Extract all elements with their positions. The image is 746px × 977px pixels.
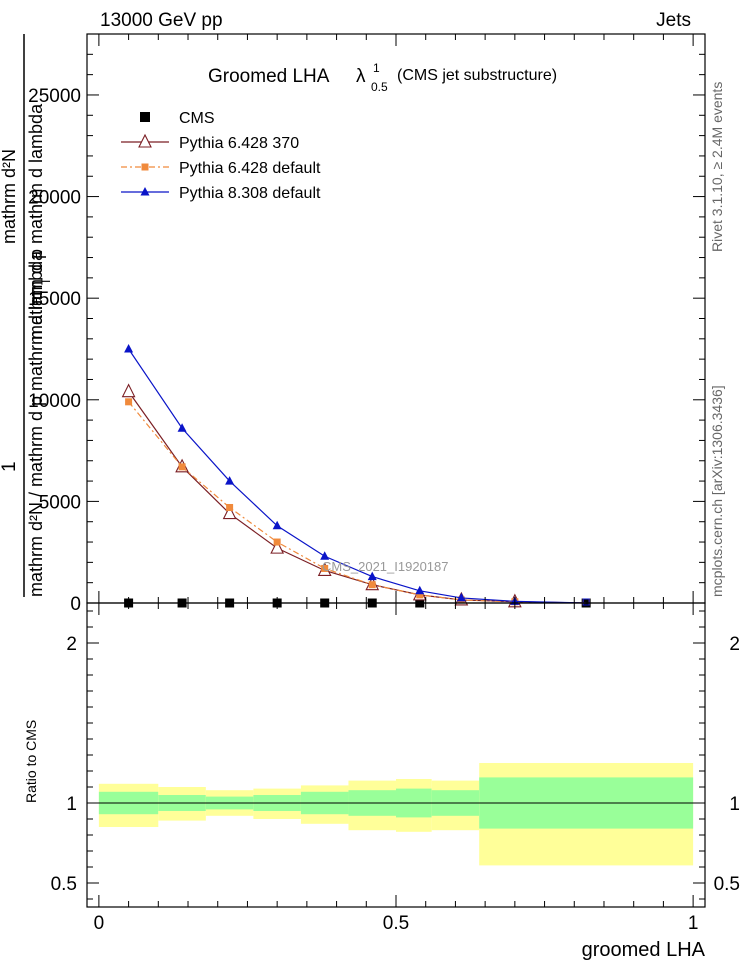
legend-label: Pythia 6.428 370 bbox=[179, 135, 299, 152]
series-3 bbox=[124, 343, 587, 605]
y-tick-label: 10000 bbox=[28, 391, 81, 412]
data-point bbox=[416, 591, 424, 599]
legend-item-3: Pythia 8.308 default bbox=[121, 185, 321, 202]
header-left: 13000 GeV pp bbox=[100, 10, 223, 31]
legend: CMS Pythia 6.428 370 Pythia 6.428 default P… bbox=[121, 110, 321, 202]
ratio-tick-label-right: 0.5 bbox=[714, 874, 740, 895]
legend-label: Pythia 8.308 default bbox=[179, 185, 321, 202]
y-tick-label: 5000 bbox=[39, 492, 81, 513]
main-ylabel: 1 mathrm d²N / mathrm d p mathrm d lambd… bbox=[0, 34, 53, 597]
data-point bbox=[226, 503, 234, 511]
main-axes: 0 5000 10000 15000 20000 25000 bbox=[28, 33, 706, 615]
mcplots-label: mcplots.cern.ch [arXiv:1306.3436] bbox=[709, 385, 725, 597]
ratio-tick-label: 0.5 bbox=[51, 874, 77, 895]
legend-label: CMS bbox=[179, 110, 215, 127]
data-point bbox=[124, 343, 134, 353]
data-point bbox=[222, 505, 237, 520]
title-main: Groomed LHA bbox=[208, 66, 330, 87]
data-point bbox=[225, 476, 235, 485]
y-tick-label: 25000 bbox=[28, 86, 81, 107]
legend-marker bbox=[140, 112, 150, 122]
x-tick-label: 0.5 bbox=[383, 913, 409, 934]
legend-label: Pythia 6.428 default bbox=[179, 160, 321, 177]
main-ylabel-numerator: mathrm d²N bbox=[0, 149, 19, 244]
plot-title: Groomed LHA λ 1 0.5 (CMS jet substructur… bbox=[208, 61, 557, 94]
data-point bbox=[456, 592, 466, 602]
data-point bbox=[320, 551, 330, 560]
data-point bbox=[177, 423, 187, 432]
series-line-2 bbox=[128, 401, 587, 604]
legend-marker bbox=[138, 133, 152, 148]
legend-item-2: Pythia 6.428 default bbox=[121, 160, 321, 177]
legend-marker bbox=[141, 163, 149, 171]
analysis-watermark: CMS_2021_I1920187 bbox=[322, 559, 449, 574]
y-tick-label: 0 bbox=[70, 594, 81, 615]
main-ylabel-denominator: mathrm d p mathrm d lambda bbox=[26, 103, 46, 340]
title-sub: 0.5 bbox=[371, 80, 388, 94]
main-ylabel-frac-num: 1 bbox=[0, 461, 20, 472]
ratio-tick-label-right: 1 bbox=[729, 794, 740, 815]
main-ylabel-frac-den: mathrm d²N / mathrm d p mathrm d lambda bbox=[26, 250, 46, 597]
series-line-3 bbox=[128, 348, 587, 604]
data-point bbox=[415, 585, 425, 595]
ratio-tick-label-right: 2 bbox=[729, 634, 740, 655]
ratio-tick-label: 2 bbox=[66, 634, 77, 655]
title-sup: 1 bbox=[373, 61, 380, 75]
header-right: Jets bbox=[656, 10, 691, 31]
data-point bbox=[270, 539, 285, 554]
data-point bbox=[582, 598, 590, 606]
data-point bbox=[272, 520, 282, 530]
x-tick-label: 1 bbox=[688, 913, 699, 934]
ratio-ylabel: Ratio to CMS bbox=[23, 720, 39, 803]
legend-item-0: CMS bbox=[140, 110, 215, 127]
data-point bbox=[367, 571, 377, 581]
main-ylabel-subscript: T bbox=[39, 277, 53, 285]
y-tick-label: 20000 bbox=[28, 188, 81, 209]
x-axis-label: groomed LHA bbox=[582, 939, 706, 961]
x-tick-label: 0 bbox=[94, 913, 105, 934]
y-tick-label: 15000 bbox=[28, 289, 81, 310]
main-series-layer bbox=[121, 343, 591, 608]
rivet-label: Rivet 3.1.10, ≥ 2.4M events bbox=[709, 82, 725, 252]
data-point bbox=[178, 463, 186, 471]
series-2 bbox=[125, 398, 587, 606]
data-point bbox=[121, 383, 136, 398]
data-point bbox=[321, 564, 329, 572]
series-line-1 bbox=[128, 391, 587, 604]
data-point bbox=[125, 398, 133, 406]
ratio-axes: 0.5 0.5 1 1 2 2 0 0.5 1 bbox=[51, 602, 740, 934]
legend-marker bbox=[140, 187, 150, 196]
ratio-tick-label: 1 bbox=[66, 794, 77, 815]
title-note: (CMS jet substructure) bbox=[397, 67, 557, 84]
data-point bbox=[368, 581, 376, 589]
title-symbol: λ bbox=[356, 66, 366, 87]
legend-item-1: Pythia 6.428 370 bbox=[121, 133, 299, 152]
data-point bbox=[273, 538, 281, 546]
ratio-panel bbox=[87, 763, 705, 866]
